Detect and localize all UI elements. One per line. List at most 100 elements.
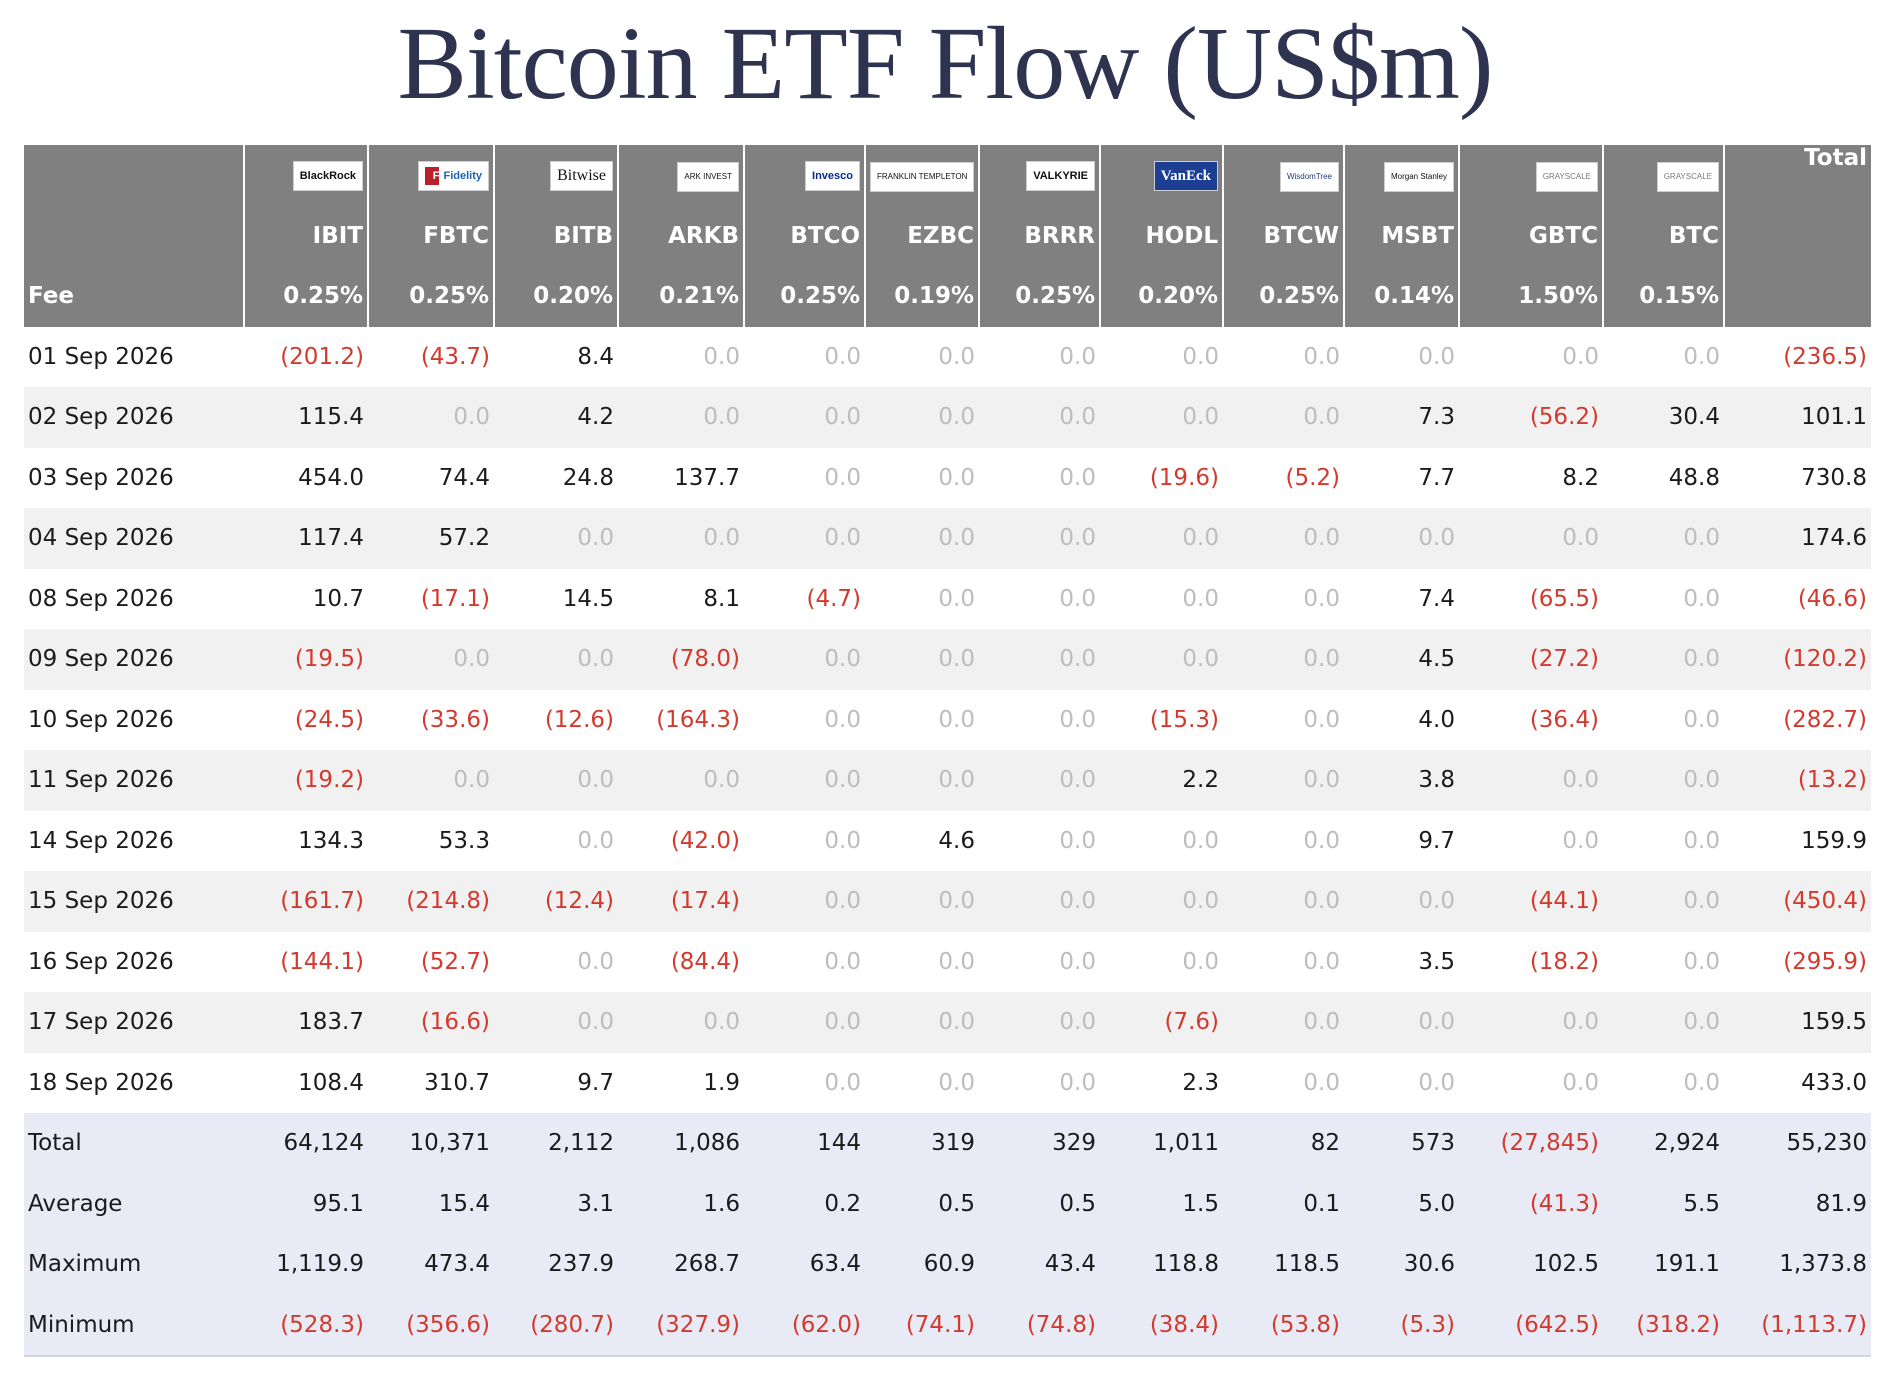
row-total-cell: (282.7) <box>1724 689 1871 750</box>
ticker-header: BITB <box>494 205 619 266</box>
flow-cell: 57.2 <box>368 508 494 569</box>
fee-cell: 0.14% <box>1344 266 1460 327</box>
header-empty-cell <box>24 145 245 206</box>
flow-cell: (27.2) <box>1459 629 1603 690</box>
flow-cell: 0.0 <box>865 447 979 508</box>
date-cell: 16 Sep 2026 <box>24 931 244 992</box>
row-total-cell: 159.9 <box>1724 810 1871 871</box>
flow-cell: 0.0 <box>979 750 1100 811</box>
flow-cell: 0.0 <box>1100 326 1223 387</box>
flow-cell: 5.5 <box>1603 1173 1724 1234</box>
flow-cell: 0.0 <box>494 992 618 1053</box>
flow-cell: (24.5) <box>244 689 368 750</box>
flow-cell: 0.0 <box>744 326 865 387</box>
flow-cell: 0.0 <box>494 750 618 811</box>
flow-cell: (19.2) <box>244 750 368 811</box>
blackrock-logo: BlackRock <box>292 161 363 192</box>
wisdomtree-logo: WisdomTree <box>1279 161 1339 192</box>
flow-cell: 0.0 <box>744 387 865 448</box>
valkyrie-logo: VALKYRIE <box>1026 161 1095 192</box>
flow-cell: 0.0 <box>865 508 979 569</box>
issuer-logo-cell: GRAYSCALE <box>1459 145 1604 206</box>
flow-cell: 102.5 <box>1459 1234 1603 1295</box>
flow-cell: 0.0 <box>1223 689 1344 750</box>
ticker-header: BTCO <box>744 205 866 266</box>
flow-cell: 8.1 <box>618 568 744 629</box>
flow-cell: 0.0 <box>1223 508 1344 569</box>
flow-cell: 82 <box>1223 1113 1344 1174</box>
row-total-cell: 174.6 <box>1724 508 1871 569</box>
flow-cell: (4.7) <box>744 568 865 629</box>
flow-cell: 0.0 <box>979 992 1100 1053</box>
flow-cell: 2,924 <box>1603 1113 1724 1174</box>
flow-cell: 2.2 <box>1100 750 1223 811</box>
flow-cell: 0.0 <box>979 689 1100 750</box>
flow-cell: 0.0 <box>979 810 1100 871</box>
summary-label: Maximum <box>24 1234 244 1295</box>
flow-cell: 1.9 <box>618 1052 744 1113</box>
fidelity-f-icon: F <box>425 167 440 186</box>
flow-cell: 7.7 <box>1344 447 1459 508</box>
summary-label: Total <box>24 1113 244 1174</box>
flow-cell: (56.2) <box>1459 387 1603 448</box>
flow-cell: 0.0 <box>618 750 744 811</box>
flow-cell: 0.0 <box>1603 992 1724 1053</box>
summary-row: Minimum (528.3) (356.6) (280.7) (327.9) (62.0… <box>24 1294 1871 1356</box>
flow-cell: 0.0 <box>865 931 979 992</box>
ticker-header: MSBT <box>1344 205 1460 266</box>
flow-cell: 0.0 <box>368 629 494 690</box>
flow-cell: (356.6) <box>368 1294 494 1356</box>
flow-cell: 0.0 <box>865 1052 979 1113</box>
fee-cell: 0.20% <box>1100 266 1224 327</box>
flow-cell: 0.0 <box>979 447 1100 508</box>
flow-cell: 0.0 <box>494 810 618 871</box>
summary-row: Total 64,124 10,371 2,112 1,086 144 319 329 1,01… <box>24 1113 1871 1174</box>
issuer-logo-cell: ARK INVEST <box>618 145 745 206</box>
flow-cell: 0.0 <box>1603 326 1724 387</box>
table-row: 10 Sep 2026 (24.5) (33.6) (12.6) (164.3) 0.0 0… <box>24 689 1871 750</box>
flow-cell: 0.0 <box>865 568 979 629</box>
flow-cell: 0.0 <box>979 629 1100 690</box>
flow-cell: 0.0 <box>744 629 865 690</box>
total-column-header: Total <box>1724 145 1871 206</box>
fee-label: Fee <box>24 266 245 327</box>
flow-cell: (318.2) <box>1603 1294 1724 1356</box>
flow-cell: (164.3) <box>618 689 744 750</box>
fidelity-logo-text: Fidelity <box>443 170 482 183</box>
summary-row: Average 95.1 15.4 3.1 1.6 0.2 0.5 0.5 1.5 0.1 5.0(… <box>24 1173 1871 1234</box>
flow-cell: 0.0 <box>1459 326 1603 387</box>
date-cell: 17 Sep 2026 <box>24 992 244 1053</box>
date-cell: 04 Sep 2026 <box>24 508 244 569</box>
flow-cell: 0.0 <box>1223 931 1344 992</box>
table-row: 11 Sep 2026 (19.2) 0.0 0.0 0.0 0.0 0.0 0.0 2.2 0.… <box>24 750 1871 811</box>
date-cell: 10 Sep 2026 <box>24 689 244 750</box>
franklin-templeton-logo: FRANKLIN TEMPLETON <box>870 161 975 192</box>
flow-cell: 0.0 <box>1100 629 1223 690</box>
row-total-cell: 730.8 <box>1724 447 1871 508</box>
flow-cell: 0.0 <box>1100 871 1223 932</box>
flow-cell: (74.8) <box>979 1294 1100 1356</box>
flow-cell: 0.0 <box>1603 750 1724 811</box>
flow-cell: (74.1) <box>865 1294 979 1356</box>
flow-cell: 183.7 <box>244 992 368 1053</box>
flow-cell: (41.3) <box>1459 1173 1603 1234</box>
ark-invest-logo: ARK INVEST <box>677 161 739 192</box>
flow-cell: 118.8 <box>1100 1234 1223 1295</box>
flow-cell: 0.0 <box>1223 992 1344 1053</box>
row-total-cell: 159.5 <box>1724 992 1871 1053</box>
issuer-logo-cell: F Fidelity <box>368 145 495 206</box>
flow-cell: 0.0 <box>1459 810 1603 871</box>
flow-cell: 0.0 <box>1223 629 1344 690</box>
flow-cell: 0.0 <box>618 387 744 448</box>
flow-cell: 0.0 <box>1603 568 1724 629</box>
row-total-cell: 101.1 <box>1724 387 1871 448</box>
flow-cell: (78.0) <box>618 629 744 690</box>
flow-cell: 0.0 <box>1603 689 1724 750</box>
flow-cell: 0.0 <box>1603 871 1724 932</box>
flow-cell: 30.4 <box>1603 387 1724 448</box>
flow-cell: (144.1) <box>244 931 368 992</box>
issuer-logo-cell: WisdomTree <box>1223 145 1345 206</box>
date-cell: 18 Sep 2026 <box>24 1052 244 1113</box>
header-empty-cell <box>24 205 245 266</box>
flow-cell: 0.0 <box>618 326 744 387</box>
